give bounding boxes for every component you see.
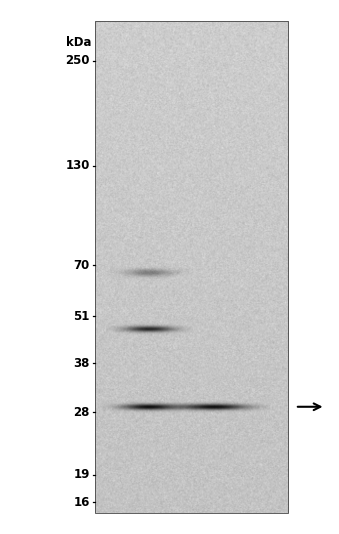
Text: 51: 51	[74, 310, 90, 323]
Text: 38: 38	[74, 357, 90, 370]
Bar	[95, 21, 288, 513]
Text: 19: 19	[74, 468, 90, 481]
Text: 250: 250	[65, 54, 90, 67]
Text: 28: 28	[74, 406, 90, 419]
Text: 70: 70	[74, 259, 90, 272]
Text: 16: 16	[74, 496, 90, 509]
Text: 130: 130	[65, 160, 90, 172]
Text: kDa: kDa	[66, 36, 92, 49]
